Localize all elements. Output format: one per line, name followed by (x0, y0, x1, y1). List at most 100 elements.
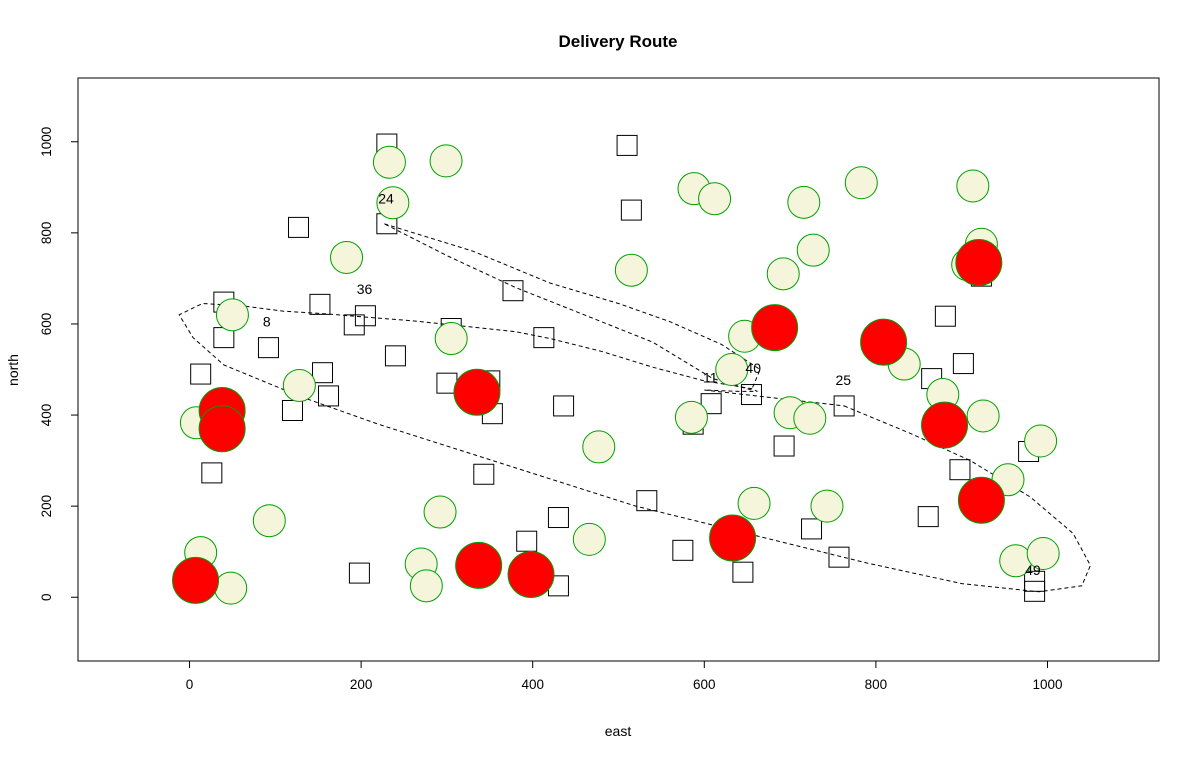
circle-point (844, 166, 878, 200)
circle-point (282, 368, 316, 402)
square-point (553, 395, 575, 417)
circle-point (214, 571, 248, 605)
circle-point (715, 353, 749, 386)
square-point (312, 362, 334, 384)
point-label: 8 (263, 314, 271, 330)
x-tick-label: 400 (521, 677, 544, 692)
x-tick-label: 800 (865, 677, 888, 692)
square-point (801, 518, 823, 540)
square-point (616, 134, 638, 156)
point-label: 49 (1025, 562, 1041, 578)
square-point (700, 393, 722, 415)
highlight-point (751, 304, 799, 352)
square-point (547, 507, 569, 529)
square-point (201, 462, 223, 484)
highlight-point (453, 368, 501, 416)
square-point (952, 353, 974, 375)
route-lines (178, 223, 1091, 593)
square-point (917, 506, 939, 528)
y-tick-label: 1000 (39, 127, 54, 157)
square-point (934, 305, 956, 327)
square-point (384, 345, 406, 367)
highlight-point (921, 401, 969, 449)
circle-point (215, 298, 249, 332)
highlight-point (198, 405, 246, 453)
circle-point (376, 186, 410, 220)
square-point (740, 384, 762, 406)
square-point (672, 539, 694, 561)
circle-point (793, 401, 827, 435)
y-tick-label: 400 (39, 404, 54, 427)
circle-point (966, 399, 1000, 433)
circle-point (1024, 424, 1058, 458)
y-tick-label: 0 (39, 593, 54, 601)
highlight-point (709, 514, 757, 562)
plot-frame (77, 77, 1160, 662)
circle-point (409, 569, 443, 603)
circle-point (698, 182, 732, 216)
y-axis: 0 200 400 600 800 1000 (39, 127, 79, 601)
highlight-point (172, 556, 220, 604)
circle-point (787, 185, 821, 219)
x-axis: 0 200 400 600 800 1000 (186, 660, 1062, 692)
y-tick-label: 200 (39, 495, 54, 518)
circle-point (810, 489, 844, 523)
square-point (318, 385, 340, 407)
point-label: 40 (745, 360, 761, 376)
circle-point (674, 400, 708, 434)
square-point (309, 293, 331, 315)
square-point (949, 459, 971, 481)
highlight-point (507, 550, 555, 598)
circle-point (1026, 537, 1060, 571)
square-point (533, 327, 555, 349)
circle-point (423, 495, 457, 529)
square-point (636, 490, 658, 512)
point-label: 25 (835, 372, 851, 388)
square-point (732, 561, 754, 583)
route-path (384, 223, 761, 391)
point-label: 36 (357, 281, 373, 297)
square-point (773, 435, 795, 457)
chart-title: Delivery Route (558, 32, 677, 51)
point-label: 24 (378, 191, 394, 207)
square-point (1024, 570, 1046, 592)
x-tick-label: 200 (350, 677, 373, 692)
circle-point (582, 430, 616, 464)
x-tick-label: 600 (693, 677, 716, 692)
highlighted-stops (172, 238, 1005, 604)
circle-point (330, 240, 364, 274)
highlight-point (455, 541, 503, 589)
circle-point (429, 144, 463, 178)
square-point (833, 395, 855, 417)
route-path (178, 302, 1091, 593)
circle-point (614, 253, 648, 287)
circle-point (572, 522, 606, 556)
y-tick-label: 800 (39, 222, 54, 245)
x-axis-label: east (605, 723, 632, 739)
highlight-point (957, 476, 1005, 524)
square-point (473, 463, 495, 485)
square-point (348, 562, 370, 584)
x-tick-label: 0 (186, 677, 194, 692)
circle-point (956, 169, 990, 203)
y-tick-label: 600 (39, 313, 54, 336)
square-point (354, 305, 376, 327)
square-point (502, 280, 524, 302)
point-labels: 24 36 8 11 40 25 49 (263, 191, 1041, 578)
point-label: 11 (703, 369, 718, 385)
square-point (828, 546, 850, 568)
circle-point (434, 322, 468, 356)
highlight-point (860, 318, 908, 366)
square-point (257, 337, 279, 359)
highlight-point (955, 238, 1003, 286)
circle-point (737, 486, 771, 520)
x-tick-label: 1000 (1032, 677, 1062, 692)
square-point (281, 399, 303, 421)
square-point (343, 314, 365, 336)
square-point (620, 199, 642, 221)
square-point (190, 363, 212, 385)
square-point (287, 216, 309, 238)
circle-point (372, 145, 406, 179)
square-point (516, 530, 538, 552)
